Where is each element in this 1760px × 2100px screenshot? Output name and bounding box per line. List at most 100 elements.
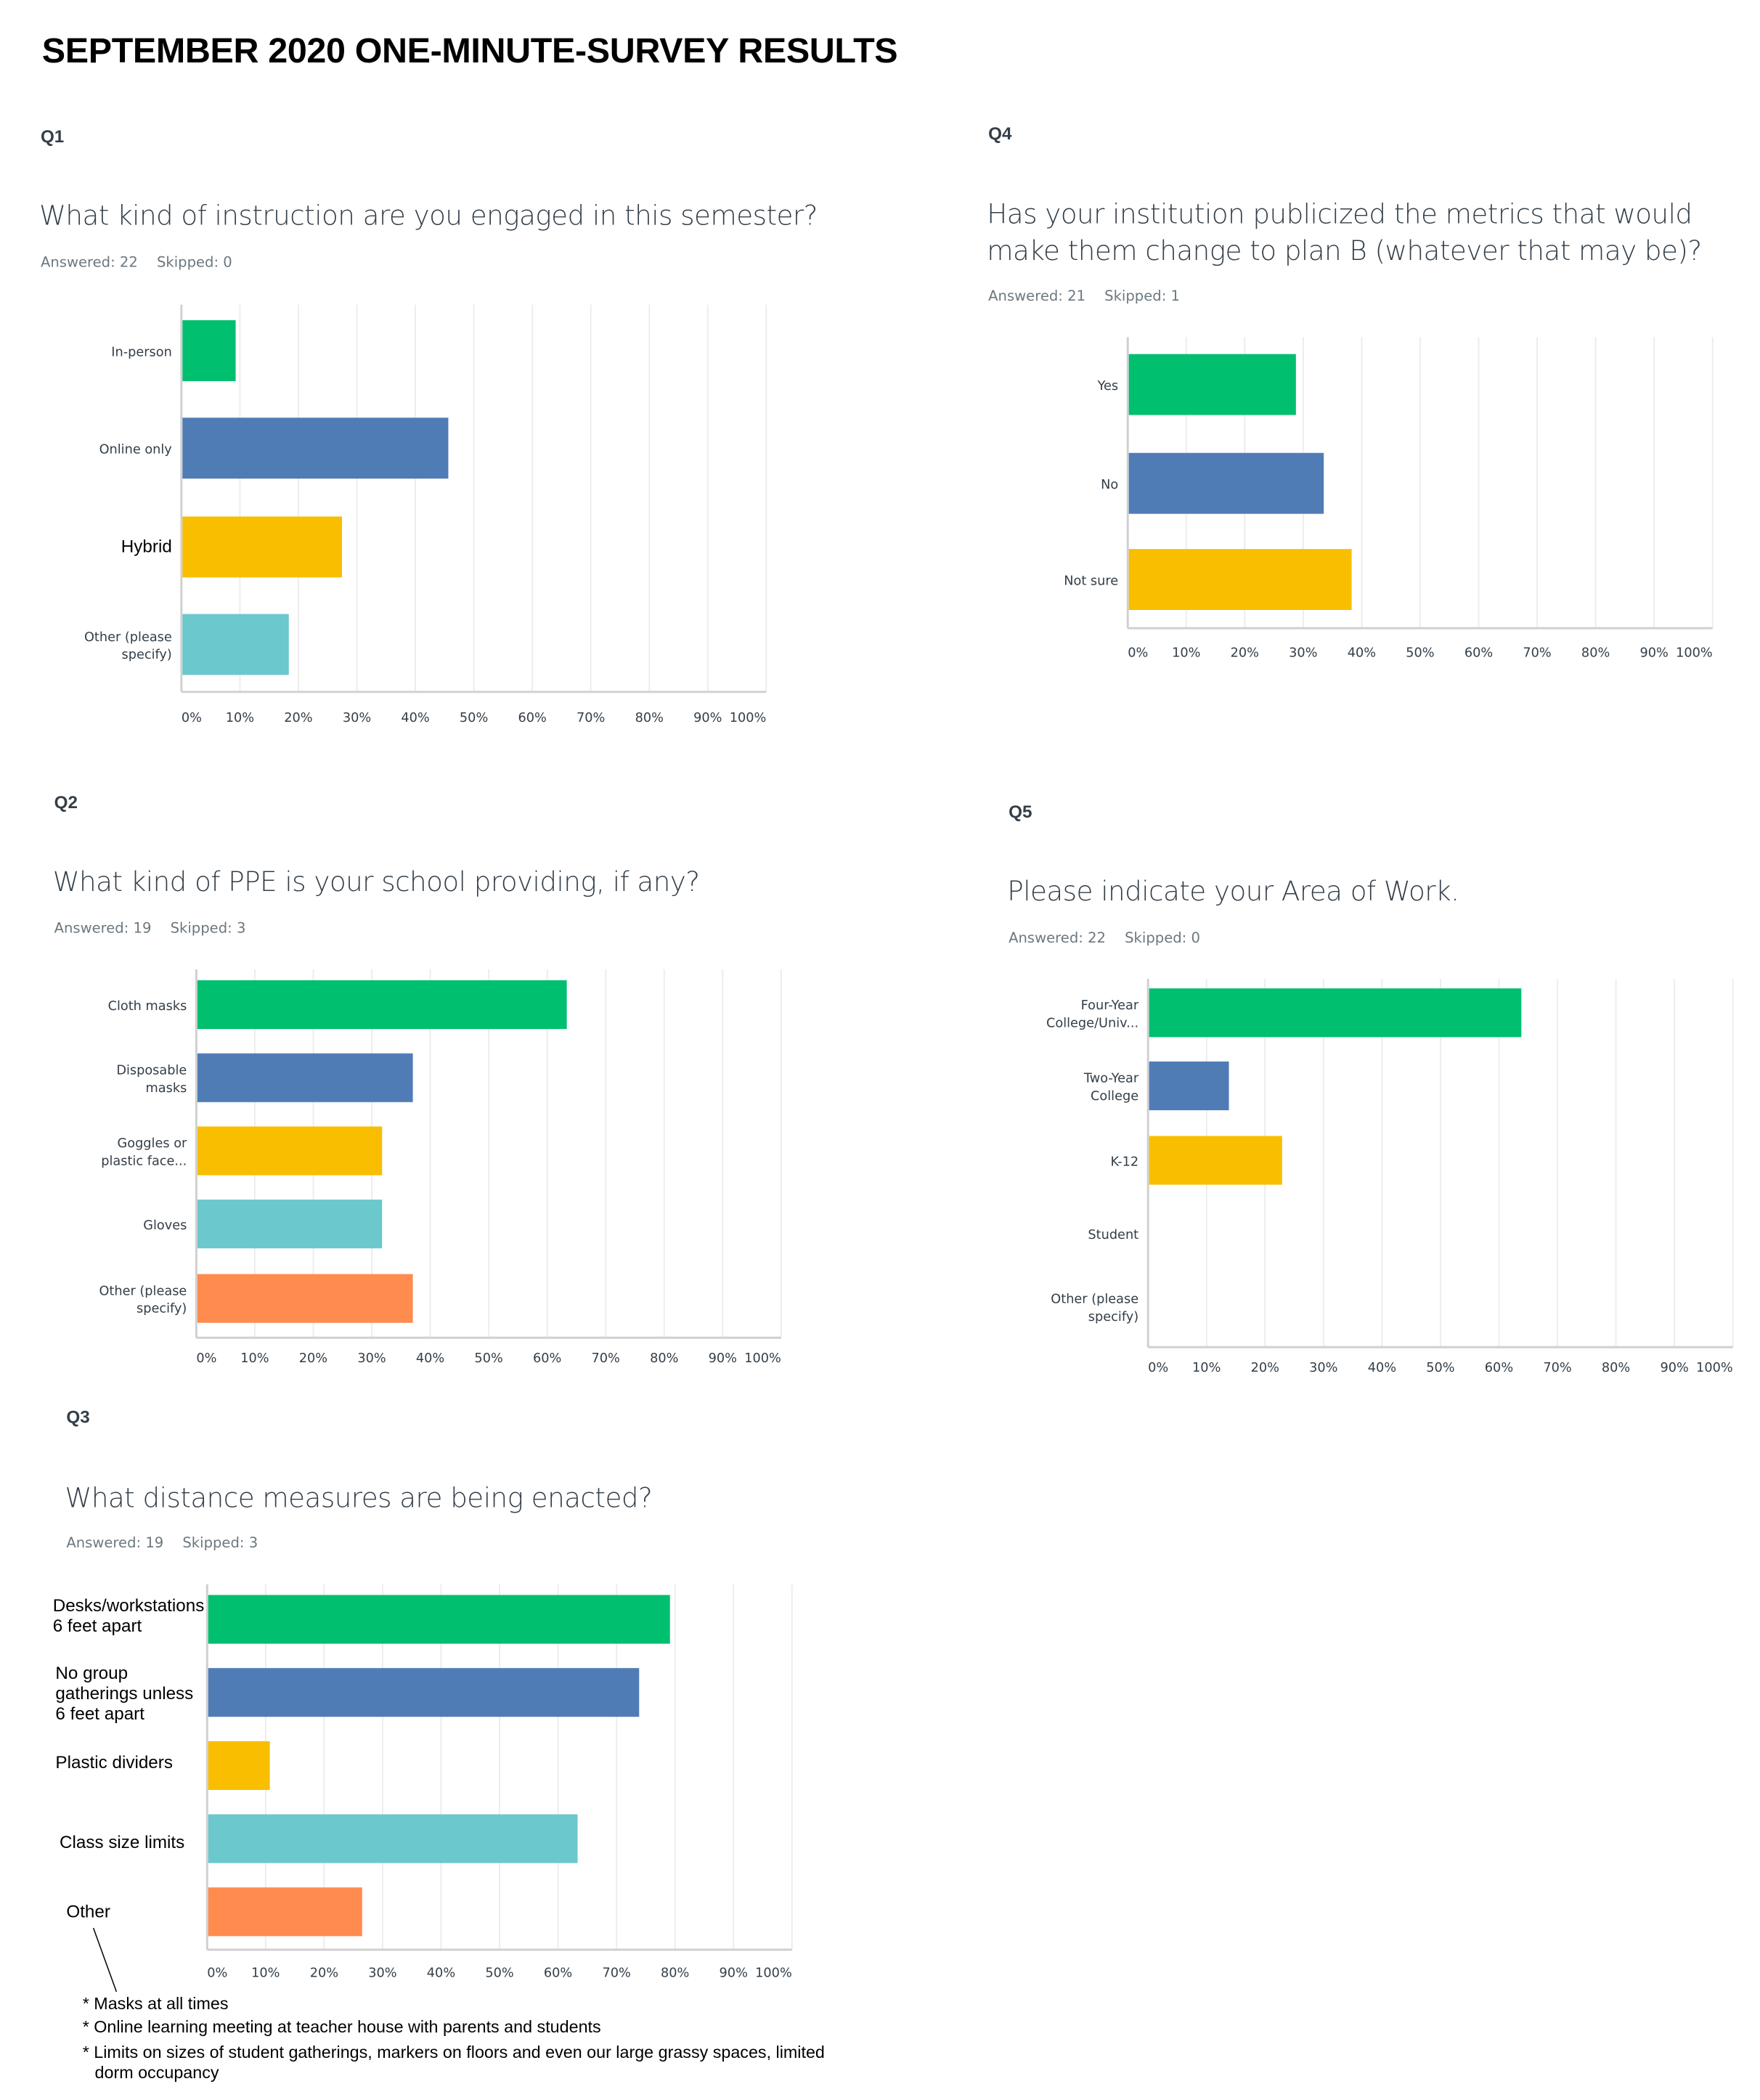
q5-tick-label: 100%	[1696, 1361, 1733, 1375]
q2-tick-label: 90%	[709, 1351, 737, 1366]
q4-bar	[1128, 354, 1296, 415]
q5-category-label: College/Univ...	[1046, 1016, 1138, 1030]
q4-bar	[1128, 452, 1324, 514]
q2-bar	[197, 1126, 383, 1176]
q2-tick-label: 80%	[650, 1351, 678, 1366]
q1-number: Q1	[40, 126, 65, 147]
q5-category-label: Four-Year	[1081, 998, 1139, 1013]
q4-tick-label: 50%	[1406, 646, 1434, 660]
q5-skipped: Skipped: 0	[1125, 929, 1200, 947]
q2-tick-label: 10%	[240, 1351, 269, 1366]
q2-skipped: Skipped: 3	[170, 920, 246, 937]
q2-category-label: Other (please	[99, 1284, 187, 1298]
q3-note-2: * Online learning meeting at teacher hou…	[82, 2017, 601, 2037]
q2-tick-label: 0%	[196, 1351, 216, 1366]
q5-answered: Answered: 22	[1009, 929, 1107, 947]
q1-meta: Answered: 22 Skipped: 0	[41, 255, 251, 271]
q2-category-label: Disposable	[116, 1064, 187, 1078]
q5-question: Please indicate your Area of Work.	[1007, 874, 1459, 908]
q3-category-label: No group	[55, 1664, 128, 1683]
q5-tick-label: 90%	[1660, 1361, 1688, 1375]
q1-bar	[182, 614, 289, 675]
q3-bar	[208, 1887, 362, 1937]
q4-category-label: Yes	[1097, 379, 1119, 394]
q3-bar	[208, 1741, 270, 1791]
q2-category-label: Gloves	[143, 1218, 187, 1233]
q2-tick-label: 30%	[357, 1351, 386, 1366]
q4-skipped: Skipped: 1	[1104, 288, 1180, 305]
q5-tick-label: 50%	[1426, 1361, 1454, 1375]
q3-tick-label: 90%	[720, 1966, 748, 1980]
q5-category-label: Student	[1088, 1228, 1138, 1242]
q4-tick-label: 100%	[1676, 646, 1713, 660]
q2-tick-label: 40%	[416, 1351, 444, 1366]
q2-answered: Answered: 19	[54, 920, 152, 937]
q2-tick-label: 60%	[533, 1351, 561, 1366]
q3-category-label: Other	[66, 1902, 110, 1921]
q3-note-3: * Limits on sizes of student gatherings,…	[82, 2043, 825, 2062]
q4-meta: Answered: 21 Skipped: 1	[988, 288, 1199, 304]
q5-category-label: College	[1091, 1089, 1138, 1104]
q1-tick-label: 100%	[730, 711, 767, 725]
q4-question-line1: Has your institution publicized the metr…	[987, 198, 1692, 230]
q1-question: What kind of instruction are you engaged…	[39, 199, 818, 232]
q1-tick-label: 90%	[693, 711, 722, 725]
q3-tick-label: 60%	[544, 1966, 572, 1980]
q1-skipped: Skipped: 0	[156, 254, 232, 271]
q3-tick-label: 50%	[485, 1966, 513, 1980]
q3-number: Q3	[66, 1407, 90, 1428]
q1-tick-label: 30%	[343, 711, 371, 725]
q3-question: What distance measures are being enacted…	[65, 1481, 653, 1514]
q2-question: What kind of PPE is your school providin…	[52, 865, 700, 898]
q5-bar	[1149, 988, 1522, 1038]
q3-answered: Answered: 19	[66, 1535, 164, 1552]
q4-tick-label: 30%	[1289, 646, 1317, 660]
q3-tick-label: 20%	[310, 1966, 338, 1980]
q2-category-label: specify)	[137, 1302, 187, 1316]
q3-tick-label: 0%	[207, 1966, 227, 1980]
q2-bar	[197, 1200, 383, 1249]
q4-category-label: Not sure	[1064, 574, 1118, 589]
q5-category-label: K-12	[1110, 1155, 1138, 1169]
q1-bar	[182, 320, 236, 381]
q3-skipped: Skipped: 3	[182, 1535, 258, 1552]
q3-note-3-cont: dorm occupancy	[94, 2063, 219, 2083]
q3-bar	[208, 1668, 640, 1717]
q2-bar	[197, 980, 567, 1030]
q3-tick-label: 30%	[368, 1966, 396, 1980]
q4-bar	[1128, 549, 1352, 611]
q3-category-label: 6 feet apart	[55, 1704, 144, 1724]
q4-tick-label: 20%	[1231, 646, 1259, 660]
q5-tick-label: 30%	[1309, 1361, 1337, 1375]
q3-bar	[208, 1814, 578, 1863]
q1-category-label: specify)	[121, 648, 171, 662]
page-title: SEPTEMBER 2020 ONE-MINUTE-SURVEY RESULTS	[41, 30, 898, 70]
q4-tick-label: 80%	[1581, 646, 1610, 660]
q2-bar	[197, 1274, 413, 1323]
q1-tick-label: 50%	[460, 711, 488, 725]
q3-note-1: * Masks at all times	[82, 1994, 229, 2014]
q2-tick-label: 70%	[592, 1351, 620, 1366]
q3-bar	[208, 1595, 670, 1644]
q5-category-label: Other (please	[1051, 1293, 1138, 1307]
q1-tick-label: 70%	[577, 711, 605, 725]
q4-tick-label: 0%	[1128, 646, 1148, 660]
q4-answered: Answered: 21	[988, 288, 1086, 305]
q4-number: Q4	[988, 123, 1012, 144]
q5-tick-label: 10%	[1192, 1361, 1221, 1375]
q5-category-label: specify)	[1088, 1310, 1138, 1324]
q3-category-label: gatherings unless	[55, 1684, 193, 1704]
q5-tick-label: 0%	[1148, 1361, 1168, 1375]
q1-tick-label: 20%	[284, 711, 312, 725]
q1-bar	[182, 516, 343, 578]
q1-answered: Answered: 22	[40, 254, 138, 271]
q1-category-label: Hybrid	[121, 537, 172, 557]
q2-bar	[197, 1053, 413, 1102]
q4-tick-label: 10%	[1172, 646, 1200, 660]
q1-tick-label: 60%	[518, 711, 546, 725]
q5-number: Q5	[1009, 801, 1032, 822]
q5-category-label: Two-Year	[1083, 1072, 1139, 1086]
q2-tick-label: 100%	[744, 1351, 781, 1366]
q4-question-line2: make them change to plan B (whatever tha…	[987, 234, 1702, 267]
